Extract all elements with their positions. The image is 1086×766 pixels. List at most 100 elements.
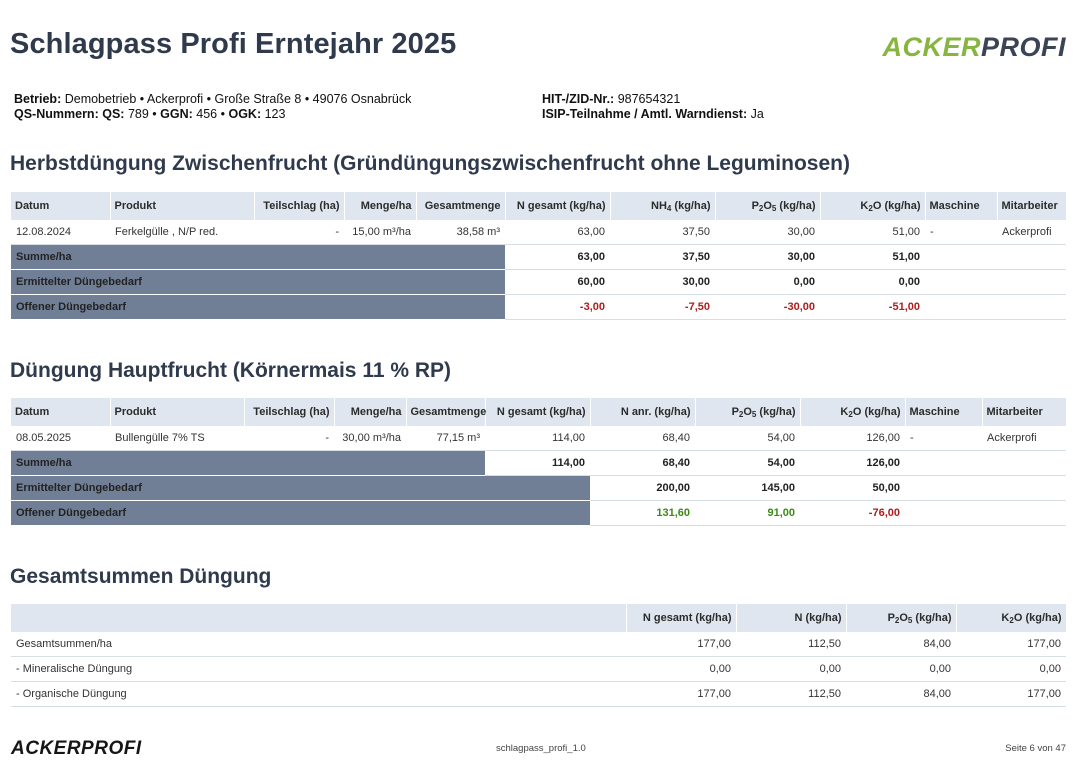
logo-part-profi: PROFI xyxy=(980,32,1066,62)
cell-menge: 30,00 m³/ha xyxy=(334,426,406,451)
qs-qs-value: 789 • xyxy=(127,107,157,121)
col-p2o5: P2O5 (kg/ha) xyxy=(695,398,801,426)
col-menge: Menge/ha xyxy=(344,192,417,220)
cell-nh4: 37,50 xyxy=(610,220,715,245)
cell-menge: 15,00 m³/ha xyxy=(344,220,416,245)
summe-k: 126,00 xyxy=(800,450,905,476)
cell-gesamtmenge: 77,15 m³ xyxy=(406,426,485,451)
cell-n: 0,00 xyxy=(736,656,846,682)
offen-row: Offener Düngebedarf 131,60 91,00 -76,00 xyxy=(11,500,1066,526)
col-p-sub1: 2 xyxy=(758,204,764,213)
col-produkt: Produkt xyxy=(110,192,255,220)
page-title: Schlagpass Profi Erntejahr 2025 xyxy=(10,28,457,60)
summe-label: Summe/ha xyxy=(11,244,505,270)
hit-label: HIT-/ZID-Nr.: xyxy=(542,92,615,106)
col-n-anr: N anr. (kg/ha) xyxy=(590,398,696,426)
cell-maschine: - xyxy=(905,426,982,451)
col-p-a: P xyxy=(887,612,895,624)
table-row: 08.05.2025 Bullengülle 7% TS - 30,00 m³/… xyxy=(11,426,1066,451)
footer-logo: ACKERPROFI xyxy=(11,738,142,759)
table-row: - Organische Düngung 177,00 112,50 84,00… xyxy=(11,681,1066,707)
col-p-a: P xyxy=(751,200,759,212)
qs-line: QS-Nummern: QS: 789 • GGN: 456 • OGK: 12… xyxy=(14,107,411,122)
col-k-b: O (kg/ha) xyxy=(852,406,901,418)
farm-ids: HIT-/ZID-Nr.: 987654321 ISIP-Teilnahme /… xyxy=(542,92,764,122)
cell-k: 177,00 xyxy=(956,632,1066,657)
isip-label: ISIP-Teilnahme / Amtl. Warndienst: xyxy=(542,107,748,121)
cell-p2o5: 54,00 xyxy=(695,426,800,451)
ermittelt-p: 145,00 xyxy=(695,475,800,501)
cell-teilschlag: - xyxy=(244,426,334,451)
qs-ggn-value: 456 • xyxy=(196,107,225,121)
col-mitarbeiter: Mitarbeiter xyxy=(982,398,1067,426)
col-datum: Datum xyxy=(11,398,111,426)
table-header-row: Datum Produkt Teilschlag (ha) Menge/ha G… xyxy=(11,192,1067,220)
row-label: - Organische Düngung xyxy=(11,681,626,707)
col-nh4-b: (kg/ha) xyxy=(671,200,711,212)
col-p-sub1: 2 xyxy=(894,616,900,625)
hit-value: 987654321 xyxy=(617,92,681,106)
cell-produkt: Bullengülle 7% TS xyxy=(110,426,244,451)
cell-p2o5: 30,00 xyxy=(715,220,820,245)
offen-label: Offener Düngebedarf xyxy=(11,294,505,320)
cell-p: 84,00 xyxy=(846,681,956,707)
row-label: - Mineralische Düngung xyxy=(11,656,626,682)
col-nh4-a: NH xyxy=(651,200,667,212)
ermittelt-n-anr: 200,00 xyxy=(590,475,695,501)
gesamtsummen-table: N gesamt (kg/ha) N (kg/ha) P2O5 (kg/ha) … xyxy=(11,604,1067,707)
ermittelt-p: 0,00 xyxy=(715,269,820,295)
cell-n: 112,50 xyxy=(736,632,846,657)
col-p-b: O xyxy=(899,612,908,624)
cell-n-gesamt: 177,00 xyxy=(626,632,736,657)
cell-mitarbeiter: Ackerprofi xyxy=(997,220,1066,245)
col-teilschlag: Teilschlag (ha) xyxy=(244,398,335,426)
col-mitarbeiter: Mitarbeiter xyxy=(997,192,1067,220)
ermittelt-k: 0,00 xyxy=(820,269,925,295)
col-n-gesamt: N gesamt (kg/ha) xyxy=(626,604,737,632)
section-title-herbstduengung: Herbstdüngung Zwischenfrucht (Gründüngun… xyxy=(10,152,850,175)
cell-datum: 12.08.2024 xyxy=(11,220,110,245)
ermittelt-nh4: 30,00 xyxy=(610,269,715,295)
cell-mitarbeiter: Ackerprofi xyxy=(982,426,1066,451)
col-n-gesamt: N gesamt (kg/ha) xyxy=(505,192,611,220)
col-p-c: (kg/ha) xyxy=(756,406,796,418)
col-p2o5: P2O5 (kg/ha) xyxy=(715,192,821,220)
col-p-c: (kg/ha) xyxy=(912,612,952,624)
offen-n: -3,00 xyxy=(505,294,610,320)
col-n-gesamt: N gesamt (kg/ha) xyxy=(485,398,591,426)
cell-gesamtmenge: 38,58 m³ xyxy=(416,220,505,245)
col-k-a: K xyxy=(1001,612,1010,624)
col-p-b: O xyxy=(763,200,772,212)
logo-part-acker: ACKER xyxy=(882,32,981,62)
col-gesamtmenge: Gesamtmenge xyxy=(406,398,486,426)
offen-n-anr: 131,60 xyxy=(590,500,695,526)
cell-p: 0,00 xyxy=(846,656,956,682)
qs-ggn-label: GGN: xyxy=(160,107,193,121)
herbstduengung-table: Datum Produkt Teilschlag (ha) Menge/ha G… xyxy=(11,192,1067,320)
col-k-b: O (kg/ha) xyxy=(1013,612,1062,624)
ermittelt-row: Ermittelter Düngebedarf 60,00 30,00 0,00… xyxy=(11,269,1066,295)
col-k-sub: 2 xyxy=(848,410,853,419)
ermittelt-row: Ermittelter Düngebedarf 200,00 145,00 50… xyxy=(11,475,1066,501)
cell-p: 84,00 xyxy=(846,632,956,657)
col-p-sub2: 5 xyxy=(907,616,913,625)
summe-n: 63,00 xyxy=(505,244,610,270)
cell-n-anr: 68,40 xyxy=(590,426,695,451)
col-nh4: NH4 (kg/ha) xyxy=(610,192,716,220)
col-k-sub: 2 xyxy=(868,204,873,213)
col-datum: Datum xyxy=(11,192,111,220)
cell-teilschlag: - xyxy=(254,220,344,245)
cell-maschine: - xyxy=(925,220,997,245)
col-nh4-sub: 4 xyxy=(666,204,672,213)
col-p-sub2: 5 xyxy=(771,204,777,213)
col-k2o: K2O (kg/ha) xyxy=(956,604,1067,632)
cell-n-gesamt: 177,00 xyxy=(626,681,736,707)
section-title-gesamtsummen: Gesamtsummen Düngung xyxy=(10,565,272,588)
offen-k: -76,00 xyxy=(800,500,905,526)
betrieb-line: Betrieb: Demobetrieb • Ackerprofi • Groß… xyxy=(14,92,411,107)
table-row: Gesamtsummen/ha 177,00 112,50 84,00 177,… xyxy=(11,632,1066,657)
offen-p: 91,00 xyxy=(695,500,800,526)
hit-line: HIT-/ZID-Nr.: 987654321 xyxy=(542,92,764,107)
table-header-row: N gesamt (kg/ha) N (kg/ha) P2O5 (kg/ha) … xyxy=(11,604,1067,632)
table-row: 12.08.2024 Ferkelgülle , N/P red. - 15,0… xyxy=(11,220,1066,245)
